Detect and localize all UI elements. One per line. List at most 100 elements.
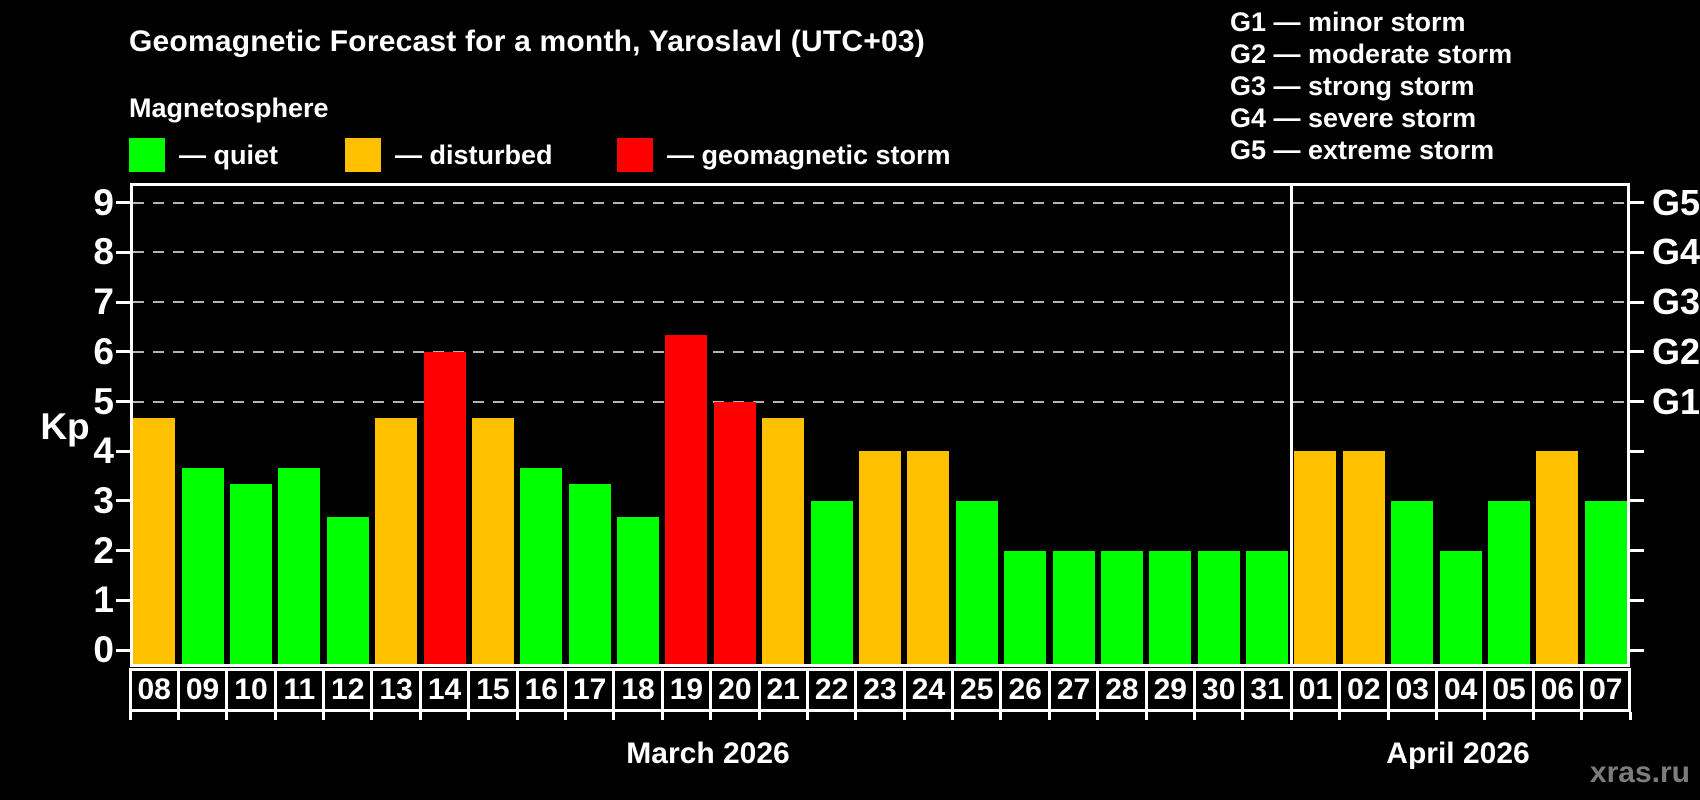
x-tick-27 [1434,712,1438,720]
day-label-31: 31 [1241,668,1293,712]
y-tick-left-7 [116,300,130,304]
y-tick-label-9: 9 [93,181,114,223]
chart-subtitle: Magnetosphere [129,93,329,123]
day-label-11: 11 [273,668,326,712]
kp-bar-day-10 [229,484,272,664]
kp-bar-day-13 [375,417,418,664]
kp-bar-day-23 [859,451,901,664]
y-tick-right-6 [1630,350,1644,354]
day-label-23: 23 [854,668,906,712]
y-tick-label-0: 0 [93,629,114,670]
kp-bar-day-25 [955,500,998,664]
day-label-01: 01 [1289,668,1342,712]
day-label-03: 03 [1386,668,1438,712]
x-tick-26 [1386,712,1390,720]
x-tick-30 [1580,712,1584,720]
y-tick-label-7: 7 [93,281,114,323]
day-label-25: 25 [951,668,1003,712]
y-tick-right-8 [1630,250,1644,254]
kp-bar-day-01 [1294,451,1337,664]
y-tick-label-8: 8 [93,231,114,273]
kp-bar-day-14 [423,351,466,664]
kp-bar-day-09 [181,467,224,664]
gridline-kp6 [133,350,1627,353]
g-legend-line-g4: G4 — severe storm [1230,103,1477,133]
x-tick-20 [1096,712,1100,720]
kp-bar-day-22 [810,500,853,664]
day-label-27: 27 [1047,668,1100,712]
kp-bar-day-30 [1197,550,1240,664]
y-tick-label-6: 6 [93,330,114,372]
kp-bar-day-05 [1488,500,1531,664]
kp-bar-day-27 [1052,550,1095,664]
gridline-kp9 [133,201,1627,204]
day-label-14: 14 [418,668,471,712]
gridline-kp7 [133,301,1627,304]
day-label-16: 16 [515,668,567,712]
y-tick-label-1: 1 [93,579,114,621]
x-tick-12 [709,712,713,720]
kp-bar-day-02 [1342,451,1385,664]
storm-color-swatch [617,138,653,172]
x-tick-28 [1483,712,1487,720]
g-scale-label-g3: G3 [1652,281,1700,323]
kp-bar-day-18 [617,517,660,664]
watermark: xras.ru [1589,756,1690,789]
kp-bar-day-16 [520,467,563,664]
day-label-07: 07 [1580,668,1632,712]
y-tick-left-1 [116,598,130,602]
day-label-30: 30 [1193,668,1245,712]
x-tick-4 [322,712,326,720]
legend-item-disturbed: — disturbed [345,137,553,173]
day-label-15: 15 [467,668,519,712]
x-tick-7 [467,712,471,720]
g-legend-line-g2: G2 — moderate storm [1230,39,1513,69]
x-tick-13 [757,712,761,720]
kp-bar-day-19 [665,335,708,664]
legend-label-quiet: — quiet [179,139,278,170]
kp-bar-day-20 [713,401,756,664]
g-legend-line-g3: G3 — strong storm [1230,71,1475,101]
day-label-29: 29 [1144,668,1196,712]
day-label-17: 17 [563,668,616,712]
disturbed-color-swatch [345,138,381,172]
y-tick-label-3: 3 [93,479,114,521]
kp-bar-day-03 [1391,500,1434,664]
x-tick-25 [1338,712,1342,720]
y-tick-right-1 [1630,598,1644,602]
g-legend-line-g1: G1 — minor storm [1230,7,1466,37]
quiet-color-swatch [129,138,165,172]
day-label-06: 06 [1531,668,1584,712]
legend-item-quiet: — quiet [129,137,278,173]
g-scale-label-g1: G1 [1652,380,1700,422]
x-tick-9 [563,712,567,720]
y-tick-left-0 [116,648,130,652]
x-tick-22 [1193,712,1197,720]
kp-bar-day-21 [762,417,805,664]
y-tick-right-7 [1630,300,1644,304]
y-tick-right-4 [1630,449,1644,453]
day-label-13: 13 [370,668,422,712]
day-label-04: 04 [1434,668,1487,712]
y-tick-label-4: 4 [93,430,114,472]
x-tick-19 [1047,712,1051,720]
g-scale-label-g5: G5 [1652,181,1700,223]
kp-bar-day-26 [1004,550,1047,664]
y-tick-left-5 [116,400,130,403]
kp-bar-day-17 [568,484,611,664]
y-tick-right-5 [1630,400,1644,403]
x-tick-15 [854,712,858,720]
y-tick-right-2 [1630,549,1644,553]
month-label-march: March 2026 [626,737,790,770]
x-tick-29 [1531,712,1535,720]
day-label-19: 19 [660,668,713,712]
day-label-26: 26 [999,668,1051,712]
gridline-kp5 [133,400,1627,403]
x-tick-31 [1628,712,1632,720]
chart-title: Geomagnetic Forecast for a month, Yarosl… [129,25,925,58]
x-tick-18 [999,712,1003,720]
y-tick-left-8 [116,250,130,254]
kp-bar-day-31 [1246,550,1289,664]
kp-bar-day-28 [1100,550,1143,664]
